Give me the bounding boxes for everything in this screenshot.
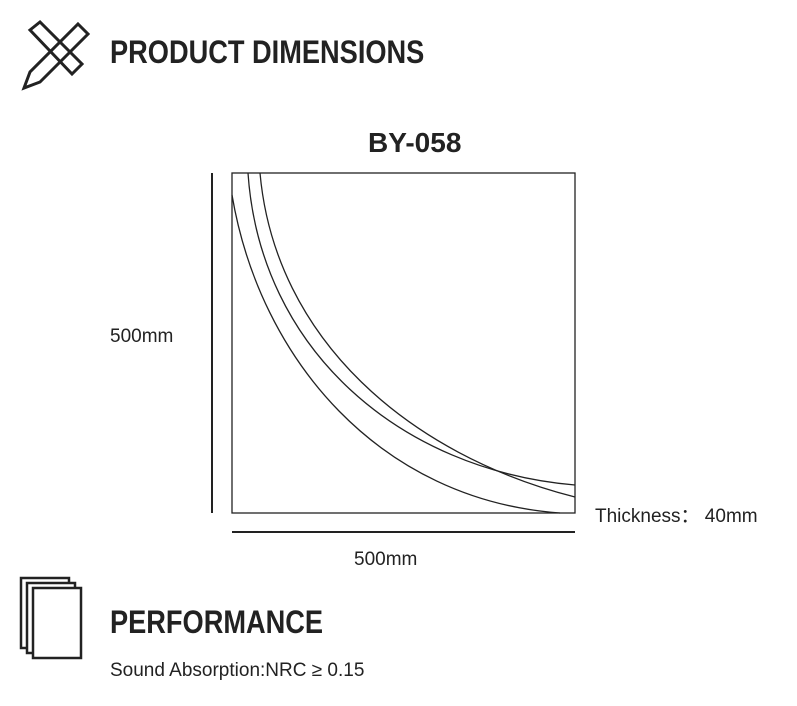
section-title: PRODUCT DIMENSIONS — [110, 34, 425, 70]
height-label: 500mm — [110, 326, 174, 347]
pages-icon — [19, 576, 83, 660]
tools-icon — [21, 19, 91, 91]
width-label: 500mm — [354, 549, 418, 570]
spec: Sound Absorption:NRC ≥ 0.15 — [110, 660, 365, 681]
thickness-label: Thickness： 40mm — [595, 506, 758, 527]
section-title: PERFORMANCE — [110, 604, 324, 640]
model: BY-058 — [368, 127, 462, 158]
panel-drawing — [211, 172, 576, 533]
